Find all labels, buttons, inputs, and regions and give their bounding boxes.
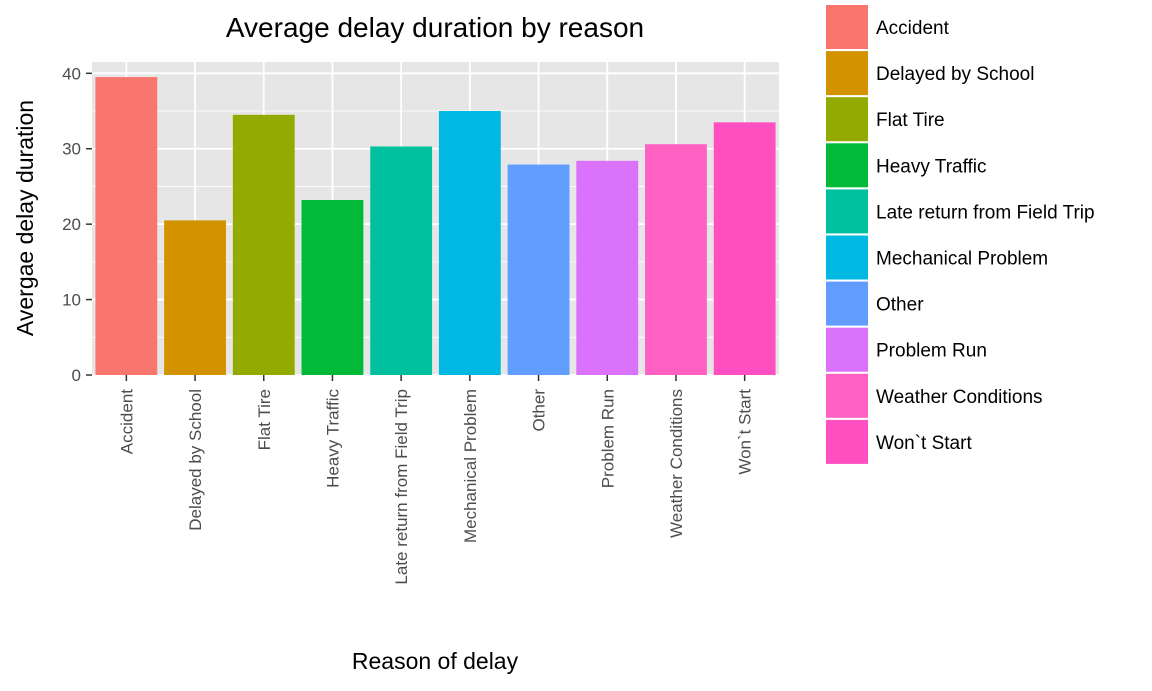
legend-label: Won`t Start <box>876 433 972 454</box>
legend-key <box>826 281 868 326</box>
x-tick-label: Weather Conditions <box>667 389 686 538</box>
bar <box>645 144 707 375</box>
y-tick-label: 0 <box>72 366 81 385</box>
y-axis: 0 10 20 30 40 <box>62 64 92 385</box>
legend-key <box>826 51 868 96</box>
x-tick-label: Problem Run <box>598 389 617 488</box>
bar <box>438 111 501 375</box>
x-tick-label: Late return from Field Trip <box>392 389 411 585</box>
x-tick-label: Flat Tire <box>255 389 274 450</box>
bar <box>95 77 158 375</box>
legend-key <box>826 189 868 234</box>
chart-title: Average delay duration by reason <box>226 12 644 43</box>
bars <box>95 77 776 376</box>
x-tick-label: Accident <box>117 389 136 454</box>
bar <box>713 122 776 376</box>
legend-key <box>826 5 868 49</box>
legend-label: Accident <box>876 18 950 39</box>
x-tick-label: Won`t Start <box>736 389 755 475</box>
legend-label: Delayed by School <box>876 64 1034 85</box>
x-tick-label: Delayed by School <box>186 389 205 531</box>
bar <box>576 160 639 375</box>
x-axis: Accident Delayed by School Flat Tire Heavy … <box>117 375 755 585</box>
legend-label: Mechanical Problem <box>876 249 1048 270</box>
bar <box>507 164 570 375</box>
y-tick-label: 10 <box>62 291 81 310</box>
legend-label: Heavy Traffic <box>876 156 987 177</box>
x-tick-label: Other <box>530 389 549 432</box>
y-axis-title: Avergae delay duration <box>12 100 38 336</box>
x-tick-label: Heavy Traffic <box>323 389 342 488</box>
legend-label: Flat Tire <box>876 110 945 131</box>
legend-label: Problem Run <box>876 341 987 362</box>
legend-label: Other <box>876 295 924 316</box>
bar <box>370 146 433 375</box>
x-tick-label: Mechanical Problem <box>461 389 480 543</box>
legend-label: Weather Conditions <box>876 387 1043 408</box>
y-tick-label: 30 <box>62 140 81 159</box>
y-tick-label: 20 <box>62 215 81 234</box>
y-tick-label: 40 <box>62 64 81 83</box>
legend-key <box>826 373 868 418</box>
legend-key <box>826 235 868 280</box>
legend-key <box>826 143 868 188</box>
legend-key <box>826 327 868 372</box>
x-axis-title: Reason of delay <box>352 648 519 674</box>
legend-key <box>826 419 868 464</box>
bar <box>301 200 364 375</box>
bar <box>232 114 295 376</box>
bar <box>164 220 226 375</box>
legend-key <box>826 97 868 142</box>
legend-label: Late return from Field Trip <box>876 202 1095 223</box>
legend: Accident Delayed by School Flat Tire Heavy … <box>826 5 1095 464</box>
